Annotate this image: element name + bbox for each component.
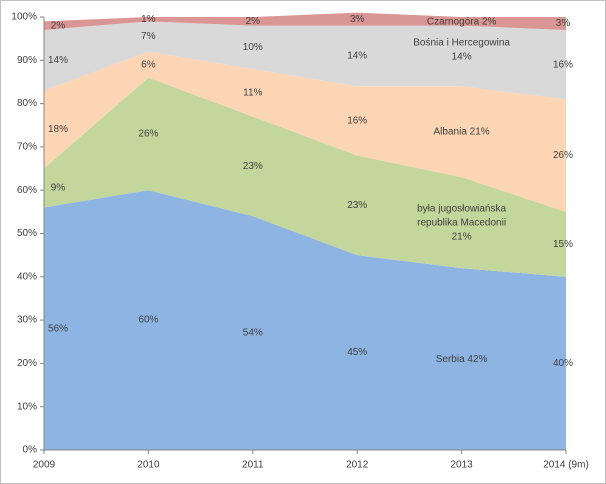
value-label: 15% [553,239,573,250]
value-label: 2% [51,20,66,31]
x-tick-label: 2012 [346,460,369,471]
y-tick-label: 90% [17,55,37,66]
name-line: republika Macedonii [417,217,506,228]
series-name-label: Albania [434,126,468,137]
value-label: 56% [48,323,68,334]
x-tick-label: 2011 [242,460,264,471]
value-label: 26% [138,129,158,140]
value-label: 10% [243,42,263,53]
value-label: 3% [556,18,571,29]
area [44,12,566,30]
value-label: 21% [452,231,472,242]
value-label: 16% [347,116,367,127]
name-line: była jugosłowiańska [417,203,506,214]
y-tick-label: 30% [17,315,37,326]
value-label: 40% [553,358,573,369]
x-tick-label: 2014 (9m) [543,460,589,471]
value-label: 14% [452,52,472,63]
y-tick-label: 60% [17,185,37,196]
series-value-label: Czarnogóra 2% [427,16,497,27]
area [44,190,566,450]
y-tick-label: 50% [17,228,37,239]
value-label: 18% [48,124,68,135]
value-label: 14% [347,51,367,62]
value-label: 16% [553,59,573,70]
series-name-label: była jugosłowiańska republika Macedonii [417,203,506,228]
value-label: 11% [243,87,262,98]
value-label: 9% [51,183,66,194]
value-label: 60% [138,315,158,326]
y-tick-label: 40% [17,271,37,282]
value-label: 1% [141,14,156,25]
value-label: 6% [141,59,156,70]
y-tick-label: 70% [17,142,37,153]
value-label: 42% [465,354,488,365]
value-label: 23% [347,200,367,211]
y-tick-label: 0% [23,445,38,456]
series-value-label: Serbia 42% [436,354,488,365]
value-label: 21% [467,126,490,137]
value-label: 2% [479,16,496,27]
area [44,21,566,100]
value-label: 45% [347,347,367,358]
series-name-label: Bośnia i Hercegowina [413,38,510,49]
value-label: 26% [553,150,573,161]
area [44,51,566,212]
value-label: 3% [350,14,365,25]
y-tick-label: 10% [17,401,37,412]
series-name-label: Serbia [436,354,465,365]
y-tick-label: 20% [17,358,37,369]
value-label: 54% [243,328,263,339]
value-label: 2% [246,16,261,27]
y-tick-label: 80% [17,98,37,109]
value-label: 23% [243,161,263,172]
value-label: 14% [48,55,68,66]
series-name-label: Czarnogóra [427,16,480,27]
value-label: 7% [141,31,156,42]
area [44,77,566,277]
x-tick-label: 2010 [137,460,160,471]
y-tick-label: 100% [11,12,37,23]
x-tick-label: 2013 [450,460,473,471]
series-value-label: Albania 21% [434,126,490,137]
x-tick-label: 2009 [33,460,56,471]
